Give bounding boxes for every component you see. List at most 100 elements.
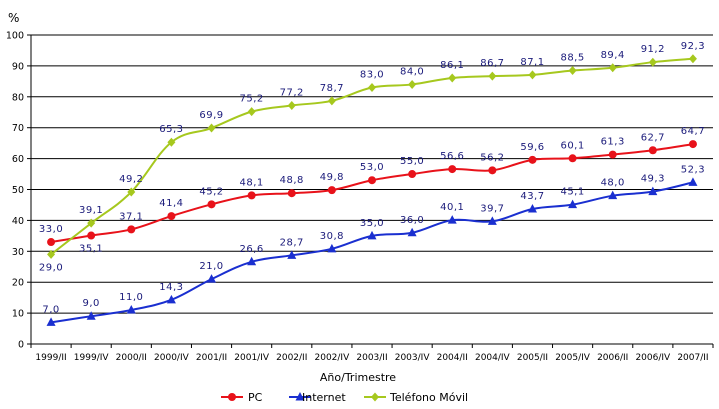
data-label-movil: 86,1: [440, 60, 464, 71]
data-label-movil: 83,0: [360, 70, 384, 81]
data-label-movil: 65,3: [159, 124, 183, 135]
data-point-internet: [527, 203, 537, 213]
data-label-internet: 40,1: [440, 202, 464, 213]
data-point-pc: [287, 189, 296, 198]
data-label-internet: 28,7: [280, 237, 304, 248]
data-label-pc: 64,7: [681, 126, 705, 137]
data-point-movil: [528, 70, 537, 80]
data-label-movil: 49,2: [119, 174, 143, 185]
data-point-pc: [688, 140, 697, 149]
y-tick-label: 0: [18, 340, 24, 351]
y-tick-label: 30: [12, 247, 24, 258]
y-axis-label: %: [8, 11, 19, 25]
x-tick-label: 2006/IV: [635, 353, 671, 363]
data-label-internet: 30,8: [320, 231, 344, 242]
data-point-pc: [327, 186, 336, 195]
x-tick-label: 2000/II: [116, 353, 147, 363]
x-tick-label: 2006/II: [597, 353, 628, 363]
x-tick-label: 2002/II: [276, 353, 307, 363]
data-label-pc: 49,8: [320, 172, 344, 183]
data-label-movil: 75,2: [240, 94, 264, 105]
data-point-pc: [568, 154, 577, 163]
series-markers: [46, 54, 698, 326]
data-point-internet: [126, 305, 136, 314]
data-point-internet: [487, 216, 497, 225]
y-tick-label: 80: [12, 92, 24, 103]
data-label-movil: 89,4: [601, 50, 625, 61]
data-point-internet: [166, 294, 176, 304]
data-label-movil: 91,2: [641, 44, 665, 55]
data-point-internet: [46, 317, 56, 326]
data-point-internet: [407, 227, 417, 237]
data-point-internet: [327, 243, 337, 253]
data-point-internet: [688, 177, 698, 186]
data-label-pc: 61,3: [601, 137, 625, 148]
x-tick-label: 2005/IV: [555, 353, 591, 363]
data-point-movil: [87, 218, 96, 228]
data-label-pc: 33,0: [39, 224, 63, 235]
data-point-movil: [287, 100, 296, 110]
data-label-pc: 59,6: [520, 142, 544, 153]
y-tick-label: 50: [12, 185, 24, 196]
legend-marker-pc: [228, 393, 236, 401]
y-ticks: 0 10 20 30 40 50 60 70 80 90 100: [6, 31, 31, 351]
data-label-pc: 56,6: [440, 151, 464, 162]
x-tick-label: 2003/IV: [395, 353, 431, 363]
data-point-internet: [447, 215, 457, 224]
data-label-movil: 92,3: [681, 41, 705, 52]
data-point-movil: [247, 107, 256, 117]
data-label-pc: 56,2: [480, 152, 504, 163]
data-label-internet: 7,0: [42, 304, 59, 315]
data-point-movil: [648, 57, 657, 67]
data-label-movil: 86,7: [480, 58, 504, 69]
data-point-internet: [568, 199, 578, 209]
data-label-internet: 26,6: [240, 244, 264, 255]
x-axis-label: Año/Trimestre: [320, 371, 396, 384]
data-labels: 33,0 35,1 37,1 41,4 45,2 48,1 48,8 49,8 53,0 55,0…: [39, 41, 705, 316]
data-label-pc: 53,0: [360, 162, 384, 173]
legend-marker-internet: [295, 392, 305, 401]
data-point-pc: [368, 176, 376, 185]
legend-marker-movil: [371, 392, 379, 402]
data-point-pc: [87, 231, 96, 240]
x-tick-label: 2007/II: [677, 353, 708, 363]
legend-label-movil: Teléfono Móvil: [389, 391, 468, 404]
data-point-internet: [287, 250, 297, 259]
data-point-internet: [86, 311, 96, 320]
data-point-internet: [608, 190, 618, 200]
x-tick-label: 1999/IV: [74, 353, 110, 363]
data-label-pc: 48,1: [240, 177, 264, 188]
data-point-pc: [648, 146, 657, 155]
x-tick-label: 2001/II: [196, 353, 227, 363]
legend-label-internet: Internet: [302, 391, 346, 404]
data-label-internet: 21,0: [199, 261, 223, 272]
data-label-pc: 48,8: [280, 175, 304, 186]
data-point-movil: [688, 54, 697, 64]
y-tick-label: 70: [12, 123, 24, 134]
x-tick-label: 1999/II: [35, 353, 66, 363]
data-label-pc: 35,1: [79, 244, 103, 255]
data-label-movil: 84,0: [400, 66, 424, 77]
data-label-internet: 49,3: [641, 174, 665, 185]
data-label-internet: 48,0: [601, 178, 625, 189]
data-point-pc: [47, 238, 56, 247]
data-label-internet: 14,3: [159, 282, 183, 293]
legend-label-pc: PC: [248, 391, 263, 404]
data-label-movil: 87,1: [520, 57, 544, 68]
data-label-movil: 69,9: [199, 110, 223, 121]
grid: [30, 34, 713, 345]
data-point-movil: [327, 96, 336, 106]
data-label-internet: 9,0: [82, 298, 99, 309]
data-point-movil: [47, 249, 56, 259]
data-label-pc: 41,4: [159, 198, 183, 209]
data-label-pc: 45,2: [199, 186, 223, 197]
data-label-internet: 43,7: [520, 191, 544, 202]
y-tick-label: 100: [6, 31, 24, 42]
data-point-pc: [167, 212, 176, 221]
data-label-internet: 52,3: [681, 164, 705, 175]
x-tick-label: 2002/IV: [315, 353, 351, 363]
data-label-internet: 36,0: [400, 215, 424, 226]
x-tick-label: 2001/IV: [234, 353, 270, 363]
data-label-pc: 60,1: [560, 140, 584, 151]
